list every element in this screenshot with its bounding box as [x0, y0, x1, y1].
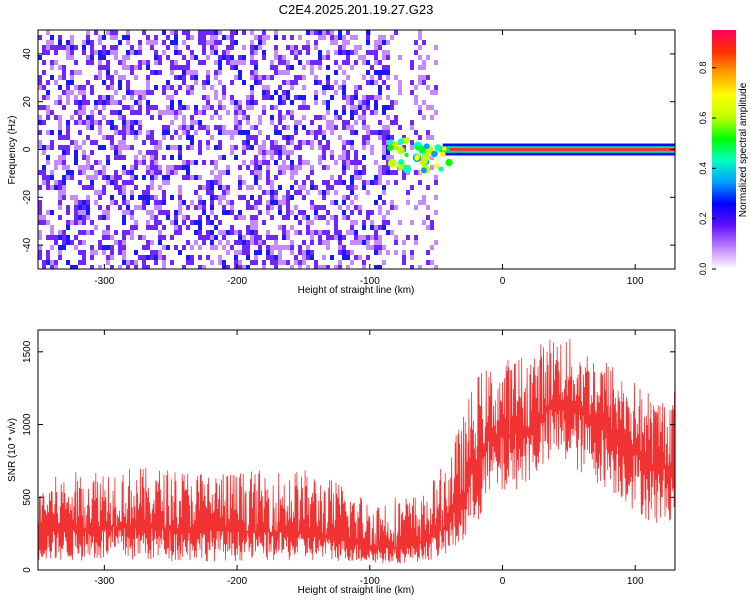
heatmap-x-ticks: -300 -200 -100 0 100 [94, 30, 644, 287]
heatmap-y-tick-label: 40 [22, 48, 33, 60]
heatmap-y-tick-label: 20 [22, 96, 33, 108]
snr-x-tick-label: 0 [500, 576, 506, 587]
heatmap-x-tick-label: -100 [360, 276, 380, 287]
snr-x-axis-label: Height of straight line (km) [298, 585, 415, 596]
heatmap-cells [38, 30, 674, 269]
snr-y-tick-label: 500 [22, 488, 33, 505]
snr-x-tick-label: -300 [94, 576, 114, 587]
heatmap-x-tick-label: -300 [94, 276, 114, 287]
colorbar-tick-label: 0.6 [698, 112, 708, 125]
heatmap-y-tick-label: -40 [22, 237, 33, 252]
colorbar-tick-label: 0.4 [698, 162, 708, 175]
snr-y-axis-label: SNR (10 * v/v) [7, 418, 18, 482]
heatmap-x-tick-label: 100 [627, 276, 644, 287]
colorbar-tick-label: 0.0 [698, 263, 708, 276]
colorbar-label: Normalized spectral amplitude [738, 82, 749, 217]
heatmap-signal-line [387, 137, 675, 175]
snr-x-tick-label: -100 [360, 576, 380, 587]
snr-y-tick-label: 1500 [22, 340, 33, 363]
heatmap-x-tick-label: 0 [500, 276, 506, 287]
heatmap-y-tick-label: 0 [22, 146, 33, 152]
snr-panel: -300 -200 -100 0 100 0 500 1000 1500 Height of … [7, 329, 676, 596]
heatmap-x-tick-label: -200 [227, 276, 247, 287]
colorbar-ticks: 0.0 0.2 0.4 0.6 0.8 [698, 61, 716, 275]
snr-x-ticks: -300 -200 -100 0 100 [94, 330, 644, 587]
colorbar-tick-label: 0.2 [698, 212, 708, 225]
heatmap-x-axis-label: Height of straight line (km) [298, 285, 415, 296]
snr-y-ticks: 0 500 1000 1500 [22, 340, 675, 573]
figure-title: C2E4.2025.201.19.27.G23 [279, 2, 434, 17]
snr-x-tick-label: 100 [627, 576, 644, 587]
colorbar-gradient [712, 30, 736, 269]
snr-y-tick-label: 0 [22, 567, 33, 573]
heatmap-y-tick-label: -20 [22, 190, 33, 205]
snr-series-trace [38, 338, 675, 564]
heatmap-y-axis-label: Frequency (Hz) [7, 116, 18, 185]
colorbar-tick-label: 0.8 [698, 61, 708, 74]
snr-x-tick-label: -200 [227, 576, 247, 587]
snr-frame [37, 329, 676, 571]
colorbar: 0.0 0.2 0.4 0.6 0.8 Normalized spectral ampl… [698, 30, 749, 275]
heatmap-y-ticks: -40 -20 0 20 40 [22, 48, 675, 252]
snr-series-line [38, 338, 675, 564]
snr-y-tick-label: 1000 [22, 413, 33, 436]
